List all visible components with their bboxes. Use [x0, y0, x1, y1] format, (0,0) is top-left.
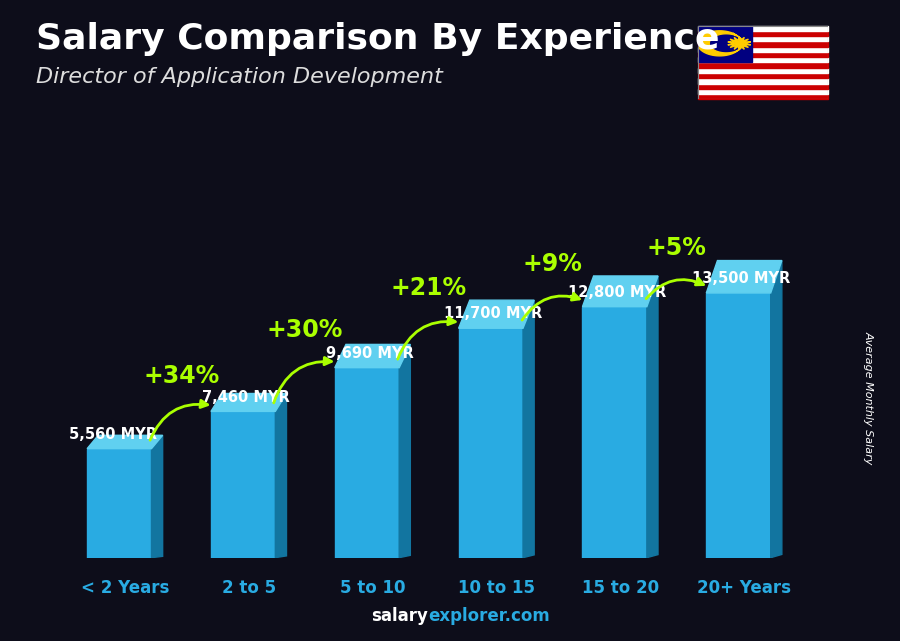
Bar [698, 89, 828, 94]
Polygon shape [698, 31, 743, 56]
Polygon shape [770, 260, 782, 558]
Polygon shape [459, 300, 535, 328]
Polygon shape [87, 435, 163, 449]
Bar [698, 42, 828, 47]
Polygon shape [523, 300, 535, 558]
Text: +9%: +9% [523, 252, 582, 276]
Bar [698, 26, 752, 62]
Bar [582, 306, 647, 558]
Bar [698, 36, 828, 42]
Text: 2 to 5: 2 to 5 [221, 579, 275, 597]
Polygon shape [151, 435, 163, 558]
Text: 10 to 15: 10 to 15 [458, 579, 535, 597]
Bar [459, 328, 523, 558]
Text: 13,500 MYR: 13,500 MYR [692, 271, 790, 286]
Text: +34%: +34% [143, 364, 220, 388]
Text: 9,690 MYR: 9,690 MYR [326, 345, 413, 361]
Text: explorer.com: explorer.com [428, 607, 550, 625]
Bar [698, 57, 828, 62]
FancyArrowPatch shape [646, 278, 704, 299]
Text: 5,560 MYR: 5,560 MYR [69, 427, 158, 442]
Bar [698, 94, 828, 99]
Polygon shape [400, 344, 410, 558]
Polygon shape [706, 260, 782, 293]
Polygon shape [728, 37, 751, 50]
Bar [698, 73, 828, 78]
Bar [706, 293, 770, 558]
FancyArrowPatch shape [398, 317, 455, 359]
Bar [698, 62, 828, 68]
Bar [335, 368, 400, 558]
Bar [698, 52, 828, 57]
Bar [87, 449, 151, 558]
Text: 12,800 MYR: 12,800 MYR [568, 285, 666, 300]
Text: Average Monthly Salary: Average Monthly Salary [863, 331, 874, 464]
Polygon shape [335, 344, 410, 368]
Text: Salary Comparison By Experience: Salary Comparison By Experience [36, 22, 719, 56]
Text: salary: salary [372, 607, 428, 625]
Polygon shape [275, 394, 286, 558]
Text: 7,460 MYR: 7,460 MYR [202, 390, 290, 404]
Text: +30%: +30% [267, 318, 343, 342]
Bar [698, 26, 828, 31]
Text: 15 to 20: 15 to 20 [581, 579, 659, 597]
FancyArrowPatch shape [522, 293, 580, 320]
Bar [698, 78, 828, 83]
Bar [211, 412, 275, 558]
Text: +5%: +5% [646, 236, 706, 260]
Text: +21%: +21% [391, 276, 467, 300]
FancyArrowPatch shape [274, 358, 331, 403]
Polygon shape [211, 394, 286, 412]
Bar [698, 68, 828, 73]
Bar [698, 31, 828, 36]
Text: 5 to 10: 5 to 10 [340, 579, 405, 597]
Polygon shape [647, 276, 658, 558]
Bar [698, 47, 828, 52]
Text: Director of Application Development: Director of Application Development [36, 67, 443, 87]
Bar [698, 83, 828, 89]
Text: 20+ Years: 20+ Years [698, 579, 791, 597]
Polygon shape [582, 276, 658, 306]
FancyArrowPatch shape [150, 401, 208, 440]
Text: 11,700 MYR: 11,700 MYR [445, 306, 543, 321]
Text: < 2 Years: < 2 Years [81, 579, 169, 597]
